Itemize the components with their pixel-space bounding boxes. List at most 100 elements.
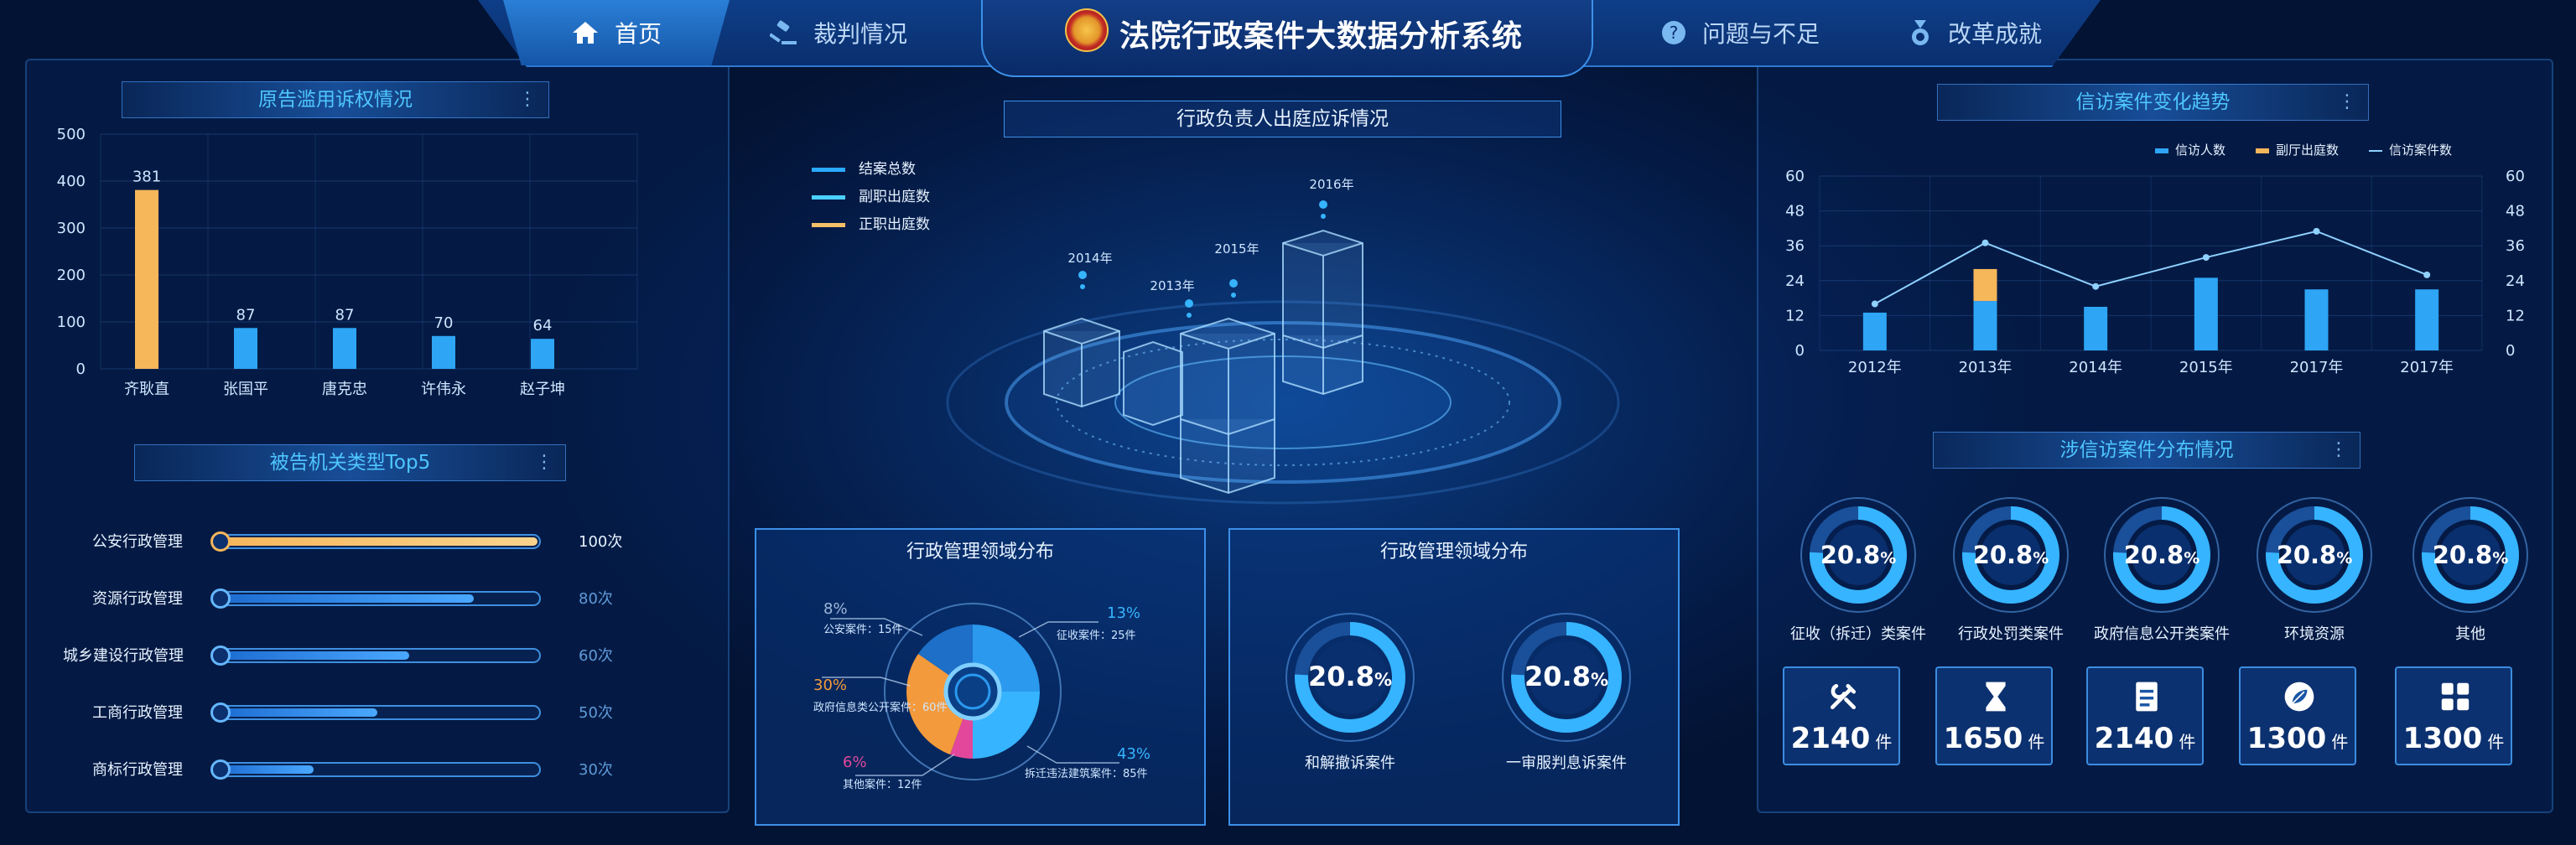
progress-fill: [217, 765, 314, 774]
ring-unit: %: [1880, 549, 1896, 568]
bar-value-label: 70: [434, 314, 454, 332]
legend-label: 信访人数: [2175, 143, 2226, 158]
y-tick-label: 0: [1795, 342, 1805, 360]
slice-label: 政府信息类公开案件：60件: [813, 701, 948, 714]
ring-label: 环境资源: [2284, 625, 2345, 643]
x-tick-label: 2013年: [1959, 359, 2012, 376]
bar[interactable]: [2304, 289, 2329, 350]
case-count-card[interactable]: 1300 件: [2239, 666, 2356, 765]
case-count-value: 1300 件: [2246, 722, 2349, 755]
line-point[interactable]: [1871, 300, 1878, 308]
nav-reform[interactable]: 改革成就: [1862, 0, 2088, 65]
ring-graphic: 20.8%: [1953, 497, 2069, 613]
defendant-type-row[interactable]: 资源行政管理 80次: [0, 580, 654, 614]
nav-judgment[interactable]: 裁判情况: [730, 0, 948, 65]
bar[interactable]: [1973, 301, 1997, 350]
more-icon[interactable]: ⋮: [2329, 439, 2348, 460]
nav-issues[interactable]: ? 问题与不足: [1618, 0, 1862, 65]
case-count-card[interactable]: 2140 件: [2086, 666, 2204, 765]
ring-fill: [1295, 622, 1405, 733]
bar-value-label: 381: [132, 168, 161, 186]
more-icon[interactable]: ⋮: [518, 89, 537, 110]
y-tick-label: 48: [1785, 203, 1805, 220]
line-point[interactable]: [2423, 271, 2431, 278]
y-tick-label: 400: [57, 173, 86, 190]
defendant-type-row[interactable]: 城乡建设行政管理 60次: [0, 637, 654, 671]
bar[interactable]: [234, 328, 257, 369]
defendant-type-value: 30次: [579, 761, 613, 779]
y-tick-label: 300: [57, 220, 86, 237]
slice-pct: 13%: [1107, 604, 1140, 622]
court-emblem-icon: [1065, 8, 1109, 52]
y2-tick-label: 36: [2506, 237, 2525, 255]
domain-pie-title: 行政管理领域分布: [906, 542, 1054, 562]
slice-label: 征收案件：25件: [1057, 630, 1136, 642]
ring-unit: %: [1374, 670, 1392, 690]
bar[interactable]: [2415, 289, 2439, 350]
legend-item: 结案总数: [812, 156, 930, 184]
progress-fill: [217, 651, 410, 660]
legend-label: 副职出庭数: [859, 189, 930, 205]
attendance-title-text: 行政负责人出庭应诉情况: [1176, 108, 1389, 130]
case-count-unit: 件: [2028, 732, 2045, 752]
bar-value-label: 87: [236, 306, 256, 324]
slice-pct: 30%: [813, 677, 847, 694]
defendant-type-label: 资源行政管理: [92, 590, 183, 608]
defendant-type-row[interactable]: 工商行政管理 50次: [0, 694, 654, 728]
attendance-3d-visual: 2014年 2013年 2015年 2016年: [946, 177, 1620, 505]
defendant-type-row[interactable]: 公安行政管理 100次: [0, 523, 654, 557]
percent-ring: 20.8% 政府信息公开类案件: [2085, 495, 2239, 644]
left-panel-frame: [25, 59, 730, 813]
percent-ring: 20.8% 环境资源: [2237, 495, 2392, 644]
series-line: [1874, 230, 2428, 305]
x-tick-label: 2017年: [2400, 359, 2454, 376]
bar[interactable]: [333, 328, 356, 369]
plaintiff-abuse-title-text: 原告滥用诉权情况: [258, 89, 413, 111]
bar[interactable]: [531, 339, 554, 369]
progress-knob: [210, 702, 231, 723]
defendant-type-label: 商标行政管理: [92, 761, 183, 779]
bar[interactable]: [1973, 268, 1997, 302]
bar[interactable]: [135, 189, 158, 369]
y-tick-label: 500: [57, 126, 86, 143]
ring-label: 政府信息公开类案件: [2094, 625, 2230, 643]
line-point[interactable]: [2313, 227, 2320, 235]
y-tick-label: 36: [1785, 237, 1805, 255]
ring-fill: [1962, 506, 2059, 604]
ring-fill: [1810, 506, 1907, 604]
y2-tick-label: 0: [2506, 342, 2515, 360]
ring-label: 一审服判息诉案件: [1506, 754, 1627, 772]
petition-distribution-title: 涉信访案件分布情况 ⋮: [1933, 432, 2360, 469]
case-count-card[interactable]: 1300 件: [2395, 666, 2512, 765]
bar[interactable]: [2084, 307, 2108, 350]
legend-label: 正职出庭数: [859, 216, 930, 233]
defendant-type-row[interactable]: 商标行政管理 30次: [0, 751, 654, 785]
case-count-card[interactable]: 1650 件: [1935, 666, 2053, 765]
line-point[interactable]: [1981, 239, 1989, 246]
bar[interactable]: [1862, 312, 1887, 350]
progress-knob: [210, 759, 231, 780]
slice-label: 其他案件：12件: [843, 779, 922, 791]
case-count-unit: 件: [1875, 732, 1893, 752]
x-tick-label: 齐耿直: [124, 381, 169, 398]
attendance-title: 行政负责人出庭应诉情况: [1004, 101, 1561, 137]
x-tick-label: 2015年: [2179, 359, 2233, 376]
line-point[interactable]: [2202, 254, 2210, 262]
bar[interactable]: [432, 335, 455, 369]
medal-icon: [1911, 20, 1929, 45]
nav-home-label: 首页: [614, 20, 662, 48]
case-count-value: 1650 件: [1943, 722, 2045, 755]
defendant-type-label: 公安行政管理: [92, 533, 183, 551]
question-icon: ?: [1661, 21, 1685, 44]
nav-reform-label: 改革成就: [1947, 20, 2042, 48]
x-tick-label: 张国平: [223, 381, 268, 398]
more-icon[interactable]: ⋮: [2338, 91, 2356, 112]
case-count-card[interactable]: 2140 件: [1783, 666, 1900, 765]
percent-ring: 20.8% 征收（拆迁）类案件: [1781, 495, 1935, 644]
bar[interactable]: [2194, 277, 2218, 350]
line-point[interactable]: [2092, 283, 2100, 290]
nav-home[interactable]: 首页: [503, 0, 730, 65]
ring-unit: %: [1591, 670, 1608, 690]
more-icon[interactable]: ⋮: [535, 452, 553, 473]
